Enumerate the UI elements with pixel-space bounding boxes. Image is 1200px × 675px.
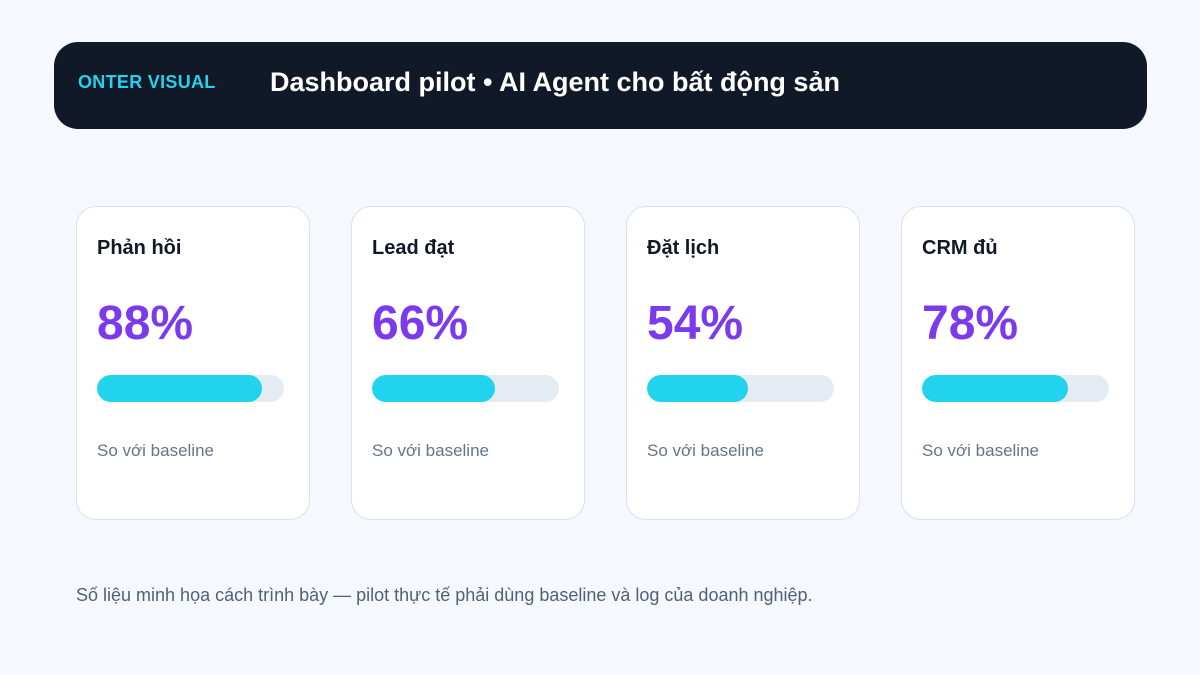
progress-bar-track: [922, 375, 1109, 402]
metric-value: 54%: [647, 297, 744, 350]
metric-label: Phản hồi: [97, 237, 182, 259]
metric-note: So với baseline: [372, 441, 489, 460]
progress-bar-track: [97, 375, 284, 402]
metric-note: So với baseline: [922, 441, 1039, 460]
metric-value: 66%: [372, 297, 469, 350]
progress-bar-fill: [97, 375, 262, 402]
header-bar: ONTER VISUAL Dashboard pilot • AI Agent …: [54, 42, 1147, 129]
brand-logo-text: ONTER VISUAL: [78, 72, 216, 92]
metric-label: Đặt lịch: [647, 237, 720, 259]
progress-bar-fill: [647, 375, 748, 402]
metric-value: 78%: [922, 297, 1019, 350]
metric-label: CRM đủ: [922, 237, 998, 259]
metric-note: So với baseline: [97, 441, 214, 460]
metric-cards: Phản hồi 88% So với baseline Lead đạt 66…: [76, 206, 1136, 520]
progress-bar-fill: [372, 375, 496, 402]
progress-bar-track: [647, 375, 834, 402]
metric-card-lead-dat: Lead đạt 66% So với baseline: [351, 206, 585, 520]
progress-bar-fill: [922, 375, 1068, 402]
metric-card-phan-hoi: Phản hồi 88% So với baseline: [76, 206, 310, 520]
metric-note: So với baseline: [647, 441, 764, 460]
page-title: Dashboard pilot • AI Agent cho bất động …: [270, 67, 840, 97]
footnote: Số liệu minh họa cách trình bày — pilot …: [76, 585, 813, 605]
metric-value: 88%: [97, 297, 194, 350]
metric-card-dat-lich: Đặt lịch 54% So với baseline: [626, 206, 860, 520]
metric-card-crm-du: CRM đủ 78% So với baseline: [901, 206, 1135, 520]
progress-bar-track: [372, 375, 559, 402]
metric-label: Lead đạt: [372, 237, 455, 259]
